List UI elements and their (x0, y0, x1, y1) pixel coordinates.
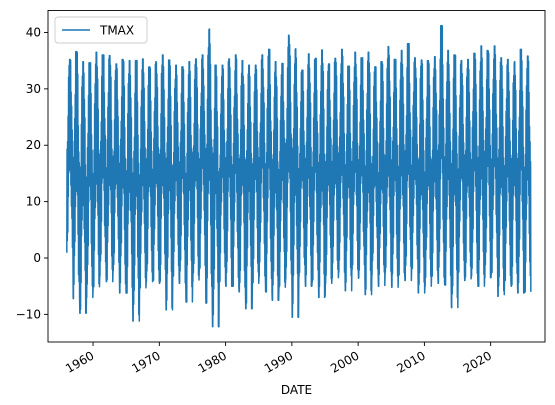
y-tick-label: 30 (26, 82, 41, 96)
y-tick-label: 10 (26, 195, 41, 209)
x-axis-label: DATE (281, 383, 312, 397)
legend-box (54, 16, 148, 44)
y-tick-label: 0 (33, 251, 41, 265)
series-line-tmax (66, 24, 532, 328)
plot-area (66, 24, 532, 328)
y-tick-label: −10 (16, 307, 41, 321)
y-tick-label: 40 (26, 25, 41, 39)
legend: TMAX (54, 16, 148, 44)
y-tick-label: 20 (26, 138, 41, 152)
y-axis: −10 0 10 20 30 40 (16, 25, 48, 321)
axes-frame (47, 10, 546, 343)
legend-label-tmax: TMAX (99, 23, 134, 37)
